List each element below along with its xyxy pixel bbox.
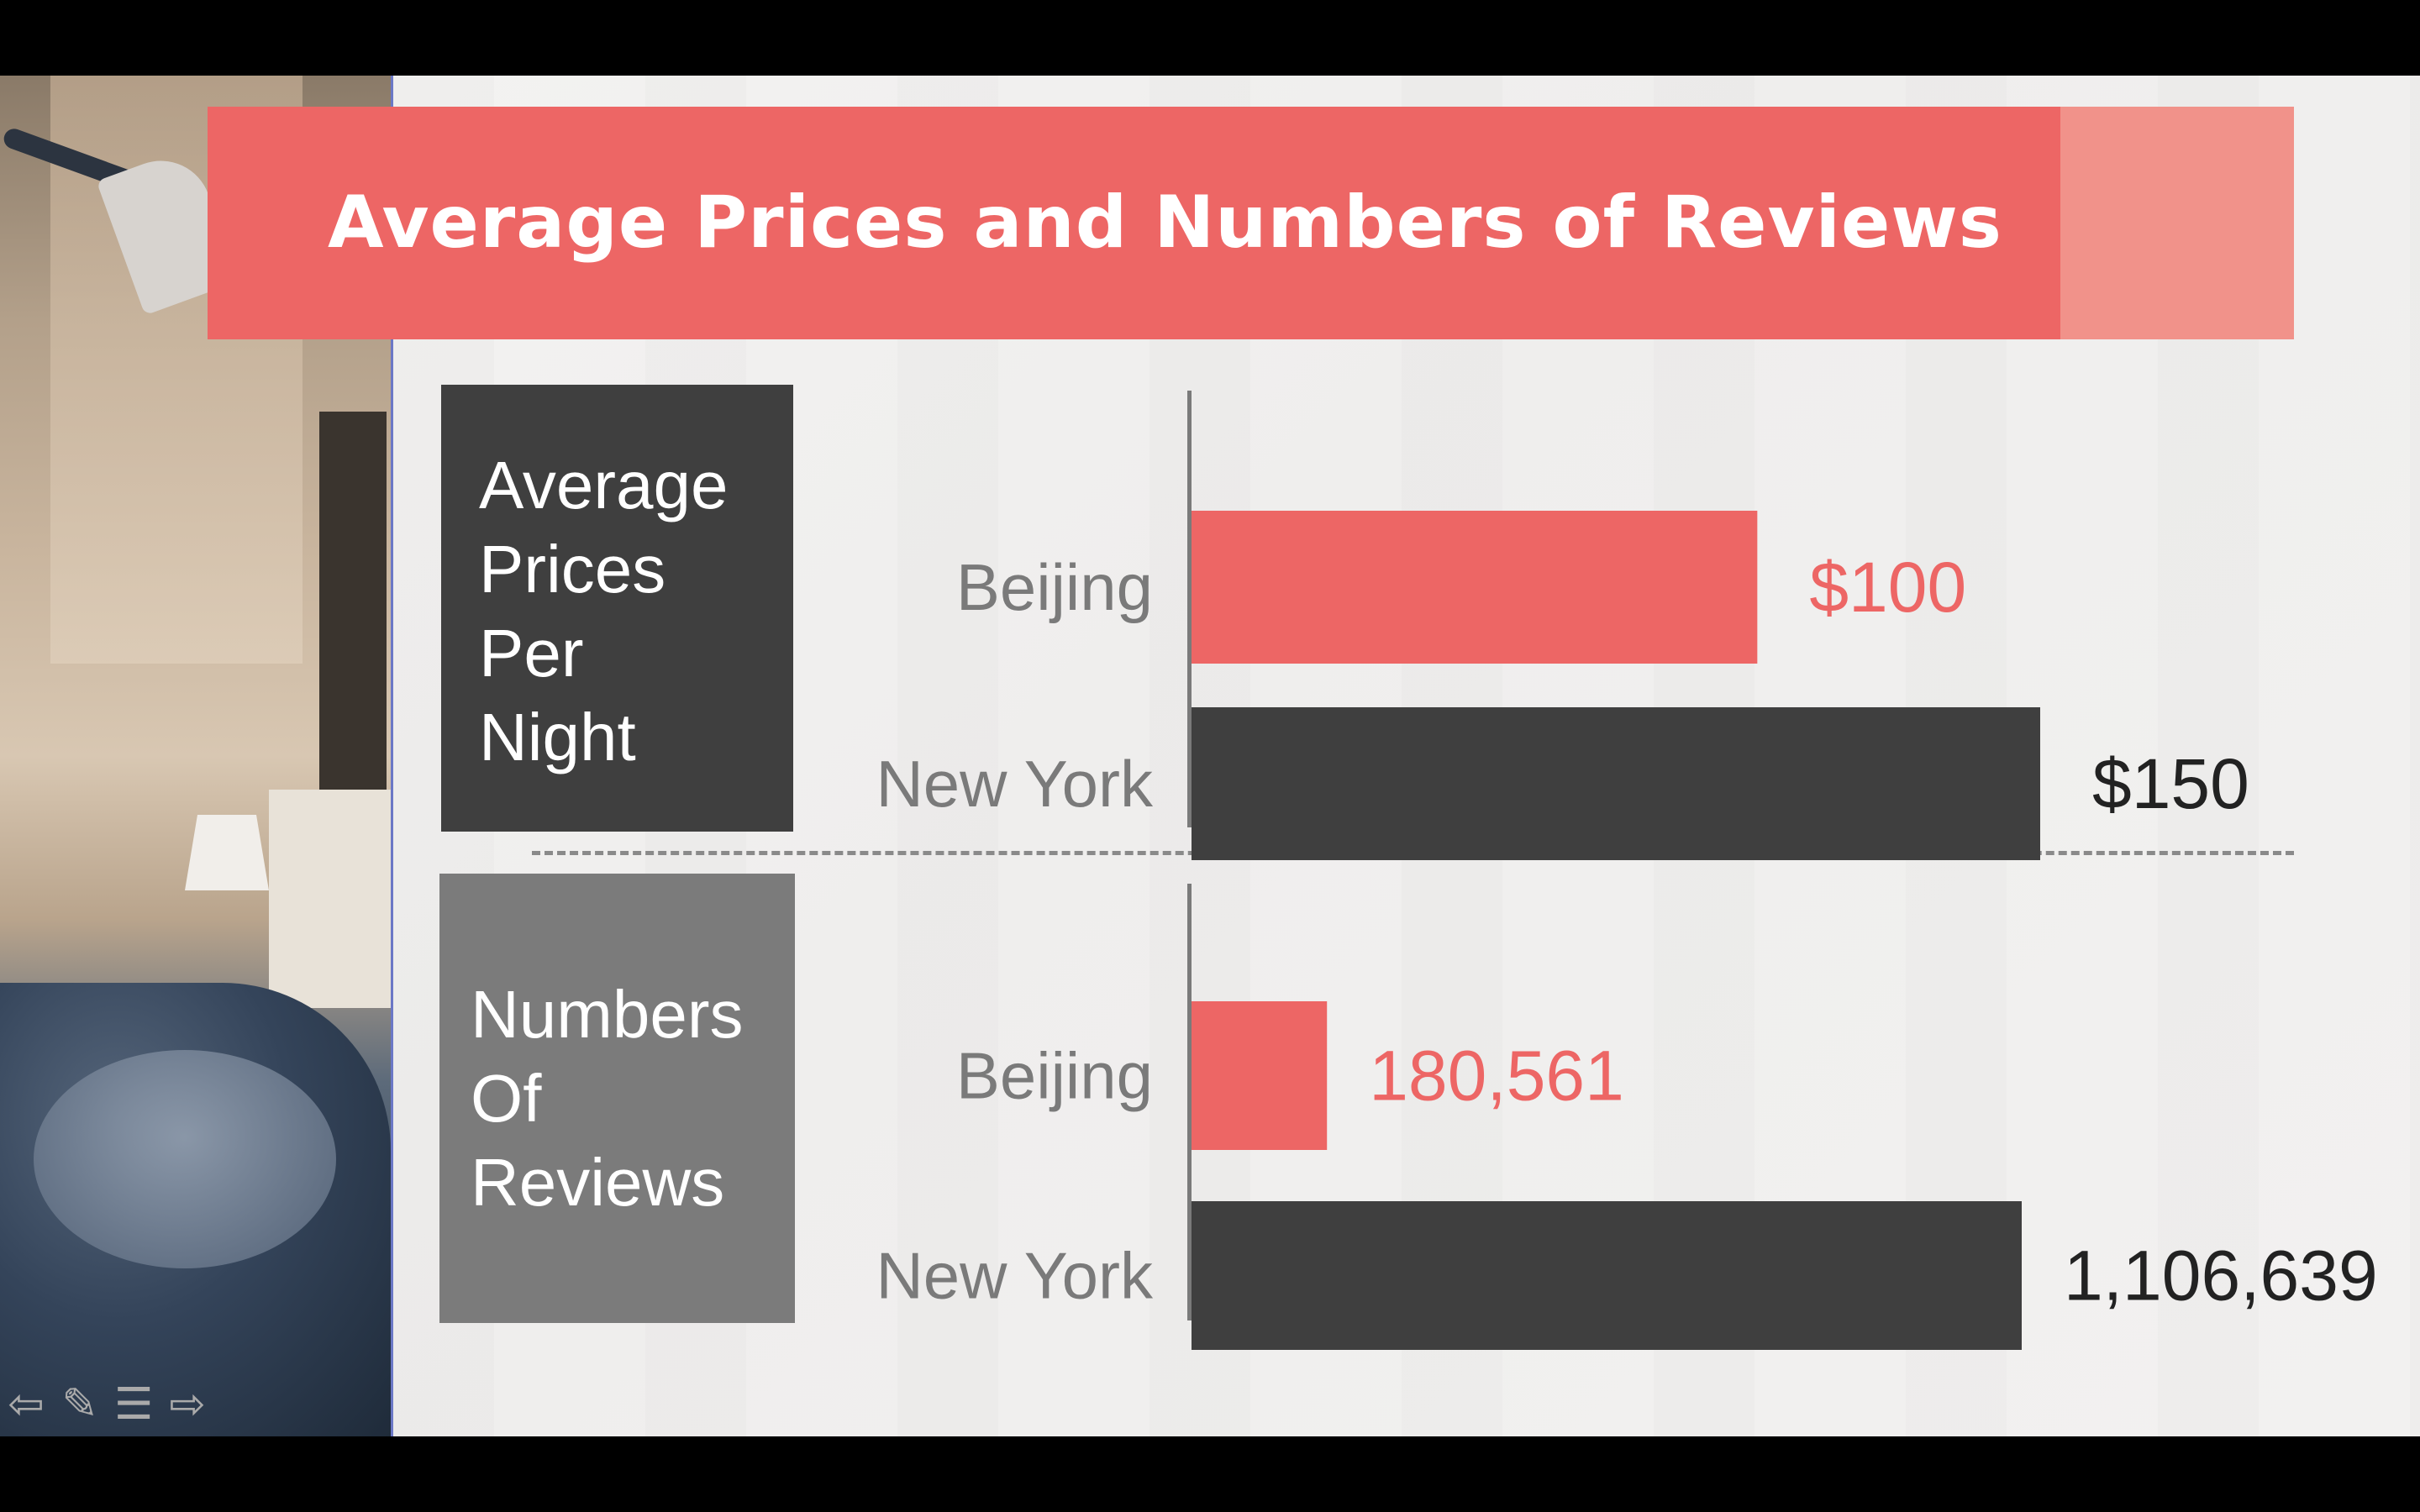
review-label-line: Numbers [471, 977, 744, 1052]
pen-icon[interactable]: ✎ [61, 1379, 98, 1430]
forward-arrow-icon[interactable]: ⇨ [169, 1379, 206, 1430]
slide-title: Average Prices and Numbers of Reviews [328, 181, 2002, 265]
review-chart-axis [1187, 884, 1192, 1320]
back-arrow-icon[interactable]: ⇦ [8, 1379, 45, 1430]
category-label: Beijing [956, 550, 1153, 624]
value-label: $150 [2092, 744, 2249, 823]
price-section-label: Average Prices Per Night [441, 385, 793, 832]
bar-1-1 [1192, 1201, 2022, 1350]
slide-nav-controls[interactable]: ⇦ ✎ ☰ ⇨ [2, 1380, 212, 1435]
value-label: 180,561 [1369, 1037, 1624, 1116]
value-label: 1,106,639 [2064, 1236, 2378, 1315]
category-label: New York [876, 1239, 1154, 1313]
review-label-line: Reviews [471, 1145, 725, 1220]
title-bar [208, 107, 2060, 339]
review-label-line: Of [471, 1061, 542, 1136]
price-label-line: Average [479, 448, 729, 522]
price-label-line: Per [479, 616, 584, 690]
title-accent [2060, 107, 2294, 339]
bar-0-1 [1192, 707, 2040, 860]
category-label: Beijing [956, 1039, 1153, 1113]
category-label: New York [876, 747, 1154, 821]
bar-1-0 [1192, 1001, 1328, 1150]
price-label-line: Prices [479, 532, 666, 606]
value-label: $100 [1809, 548, 1966, 627]
notes-icon[interactable]: ☰ [113, 1379, 154, 1430]
price-chart-axis [1187, 391, 1192, 827]
price-label-line: Night [479, 700, 636, 774]
bar-0-0 [1192, 511, 1758, 664]
review-section-label: Numbers Of Reviews [439, 874, 795, 1323]
